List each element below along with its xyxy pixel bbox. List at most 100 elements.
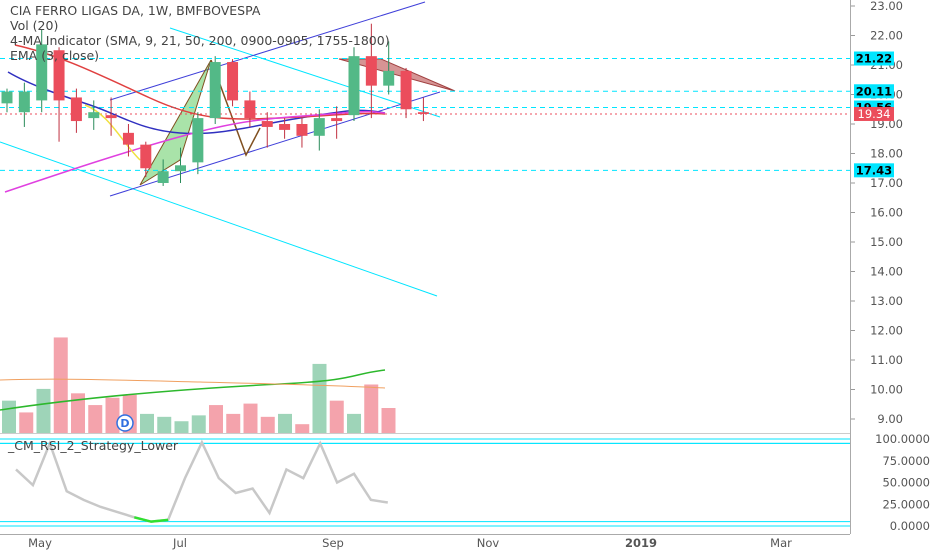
time-tick-label: May (28, 536, 52, 550)
volume-bar (19, 412, 34, 433)
candle-body (313, 118, 325, 136)
rsi-tick-label: 25.0000 (882, 497, 930, 511)
candle-body (365, 56, 377, 86)
candle-body (209, 62, 221, 119)
candle-body (227, 62, 239, 101)
volume-bar (71, 393, 85, 433)
price-tick-label: 16.00 (870, 206, 903, 220)
volume-bar (36, 388, 51, 433)
price-tick-label: 17.00 (870, 176, 903, 190)
time-tick-label: Jul (172, 536, 187, 550)
price-tick-label: 15.00 (870, 235, 903, 249)
candle-body (261, 121, 273, 127)
candle-body (1, 91, 13, 104)
candle-body (105, 115, 117, 119)
volume-bar (2, 400, 16, 433)
candle-body (348, 56, 360, 116)
level-label-box (854, 84, 894, 99)
candle-body (417, 112, 429, 114)
candle-body (331, 118, 343, 122)
rsi-panel (0, 438, 850, 527)
volume-bar (140, 413, 154, 433)
volume-bar (105, 397, 120, 433)
candle-body (53, 50, 65, 101)
price-tick-label: 18.00 (870, 147, 903, 161)
volume-bar (260, 416, 275, 433)
ma-legend: 4-MA Indicator (SMA, 9, 21, 50, 200, 090… (10, 33, 390, 48)
candle-body (157, 171, 169, 183)
candle-body (70, 97, 82, 122)
time-tick-label: Sep (322, 536, 344, 550)
candle-body (88, 112, 100, 119)
level-label-box (854, 51, 894, 66)
volume-bar (243, 403, 258, 433)
volume-bar (364, 384, 379, 433)
level-label: 21.22 (856, 52, 892, 66)
volume-trend (0, 369, 386, 411)
symbol-title: CIA FERRO LIGAS DA, 1W, BMFBOVESPA (10, 3, 261, 18)
rsi-line (15, 439, 388, 523)
trendline (169, 27, 441, 118)
price-tick-label: 12.00 (870, 324, 903, 338)
trendline (0, 141, 438, 297)
candle-body (175, 165, 186, 172)
candle-body (400, 70, 412, 110)
candle-body (383, 70, 395, 86)
price-tick-label: 11.00 (870, 353, 903, 367)
ma-line (4, 110, 386, 193)
price-tick-label: 22.00 (870, 29, 903, 43)
moving-averages (4, 44, 386, 193)
volume-bar (174, 421, 189, 433)
volume-bar (347, 413, 361, 433)
volume-legend: Vol (20) (10, 18, 59, 33)
dividend-marker-label: D (120, 417, 129, 430)
volume-bar (312, 363, 327, 433)
time-tick-label: 2019 (625, 536, 657, 550)
volume-bar (295, 424, 310, 433)
last-price-label: 19.34 (858, 107, 891, 121)
rsi-tick-label: 75.0000 (882, 454, 930, 468)
volume-bar (191, 415, 206, 433)
rsi-tick-label: 0.0000 (890, 519, 930, 533)
rsi-oversold-segment (133, 516, 169, 523)
rsi-title: _CM_RSI_2_Strategy_Lower (8, 438, 179, 453)
ema-line (84, 104, 141, 161)
price-tick-label: 13.00 (870, 294, 903, 308)
volume-bar (88, 405, 103, 433)
ma-line (14, 44, 386, 120)
candle-body (18, 91, 30, 113)
price-tick-label: 9.00 (877, 412, 903, 426)
time-axis: May Jul Sep Nov 2019 Mar (0, 534, 850, 550)
rsi-tick-label: 50.0000 (882, 476, 930, 490)
level-label-box (854, 163, 894, 178)
dividend-marker-circle (116, 414, 134, 432)
time-tick-label: Mar (770, 536, 792, 550)
price-tick-label: 14.00 (870, 265, 903, 279)
volume-bar (329, 400, 344, 433)
candle-body (296, 124, 308, 136)
candle-body (279, 124, 291, 130)
level-label: 17.43 (856, 163, 892, 177)
volume-bar (226, 413, 241, 433)
price-tick-label: 10.00 (870, 383, 903, 397)
price-tick-label: 23.00 (870, 0, 903, 13)
volume-bar (209, 405, 223, 433)
volume-bars: D (0, 337, 396, 433)
volume-bar (53, 337, 68, 433)
candle-body (36, 44, 48, 101)
ema-legend: EMA (3, close) (10, 48, 100, 63)
rsi-tick-label: 100.0000 (875, 432, 930, 446)
candles (1, 23, 429, 186)
volume-bar (157, 416, 172, 433)
candle-body (122, 132, 134, 145)
last-price-box (854, 106, 894, 121)
volume-ma (0, 378, 386, 389)
channel-upper (109, 1, 426, 101)
level-label: 20.11 (856, 84, 892, 98)
time-tick-label: Nov (477, 536, 500, 550)
chart-legend: CIA FERRO LIGAS DA, 1W, BMFBOVESPA Vol (… (10, 3, 390, 63)
ma-line (7, 71, 386, 135)
candle-body (140, 144, 152, 169)
